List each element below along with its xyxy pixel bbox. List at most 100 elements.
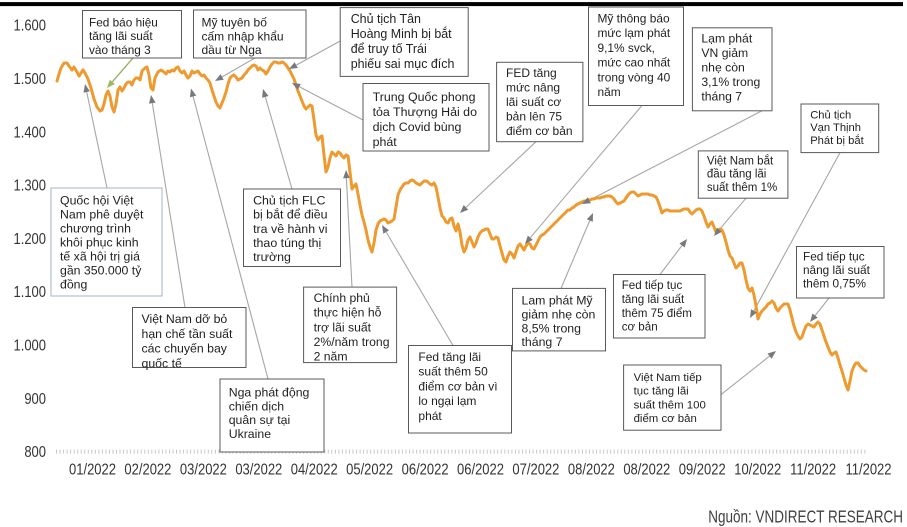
svg-text:Hoàng Minh bị bắt: Hoàng Minh bị bắt [351,26,452,41]
svg-text:1.200: 1.200 [13,231,46,248]
svg-text:mức cao nhất: mức cao nhất [598,56,671,70]
svg-text:08/2022: 08/2022 [623,461,670,478]
svg-text:1.300: 1.300 [13,178,46,195]
svg-text:mức lạm phát: mức lạm phát [598,26,671,40]
svg-text:Việt Nam dỡ bỏ: Việt Nam dỡ bỏ [142,312,228,326]
svg-text:hạn chế tần suất: hạn chế tần suất [142,327,234,341]
svg-text:3,1% trong: 3,1% trong [701,75,760,89]
svg-text:Chính phủ: Chính phủ [314,291,370,305]
svg-text:Ukraine: Ukraine [229,427,272,441]
svg-text:suất thêm 100: suất thêm 100 [634,399,706,411]
svg-text:chương trình: chương trình [60,222,131,236]
svg-text:vào tháng 3: vào tháng 3 [89,43,151,57]
svg-text:Vạn Thịnh: Vạn Thịnh [810,122,861,134]
svg-text:tháng 7: tháng 7 [701,89,742,103]
svg-text:quốc tế: quốc tế [142,356,182,370]
svg-text:Lam phát Mỹ: Lam phát Mỹ [522,294,594,308]
svg-text:điểm cơ bản: điểm cơ bản [506,124,573,138]
svg-text:suất thêm 1%: suất thêm 1% [707,182,777,194]
svg-text:tế xã hội trị giá: tế xã hội trị giá [60,250,140,264]
svg-text:9,1% svck,: 9,1% svck, [598,41,656,55]
svg-text:11/2022: 11/2022 [790,461,836,478]
svg-text:Fed tiếp tục: Fed tiếp tục [803,249,865,263]
svg-text:Chủ tịch FLC: Chủ tịch FLC [253,193,325,207]
svg-text:giảm nhẹ còn: giảm nhẹ còn [522,307,596,321]
svg-text:Fed tiếp tục: Fed tiếp tục [622,279,683,292]
svg-text:Việt Nam tiếp: Việt Nam tiếp [634,372,702,384]
svg-text:phát: phát [418,409,442,423]
svg-text:01/2022: 01/2022 [69,461,116,478]
svg-text:bị bắt để điều: bị bắt để điều [253,207,328,222]
svg-text:thao túng thị: thao túng thị [253,236,321,250]
svg-text:VN giảm: VN giảm [701,46,748,60]
svg-text:1.100: 1.100 [13,284,46,301]
svg-text:đầu tăng lãi: đầu tăng lãi [707,169,766,181]
svg-text:02/2022: 02/2022 [124,461,171,478]
svg-text:quân sự tại: quân sự tại [229,413,291,427]
svg-text:Chủ tịch: Chủ tịch [810,110,851,122]
svg-text:phiếu sai mục đích: phiếu sai mục đích [351,57,455,71]
svg-text:trợ lãi suất: trợ lãi suất [314,320,372,334]
svg-text:cơ bản: cơ bản [622,321,658,334]
svg-text:05/2022: 05/2022 [346,461,393,478]
svg-text:08/2022: 08/2022 [568,461,615,478]
svg-text:1.000: 1.000 [13,337,46,354]
svg-text:FED tăng: FED tăng [506,66,557,80]
svg-text:suất thêm 50: suất thêm 50 [418,365,488,379]
svg-text:900: 900 [24,391,46,408]
svg-text:mức nâng: mức nâng [506,80,560,94]
svg-text:Nguồn: VNDIRECT RESEARCH: Nguồn: VNDIRECT RESEARCH [708,508,903,527]
svg-text:trường: trường [253,250,291,264]
svg-text:1.500: 1.500 [13,71,46,88]
svg-text:06/2022: 06/2022 [457,461,504,478]
svg-text:8,5% trong: 8,5% trong [522,321,582,335]
svg-text:Nam phê duyệt: Nam phê duyệt [60,208,144,222]
svg-text:tra về hành vi: tra về hành vi [253,222,327,236]
svg-text:07/2022: 07/2022 [512,461,559,478]
svg-text:Nga phát động: Nga phát động [229,386,310,400]
svg-text:Fed tăng lãi: Fed tăng lãi [418,350,481,364]
svg-text:03/2022: 03/2022 [235,461,282,478]
svg-text:thực hiện hỗ: thực hiện hỗ [314,305,382,320]
svg-text:1.400: 1.400 [13,124,46,141]
svg-text:năm: năm [598,85,621,99]
svg-text:khôi phục kinh: khôi phục kinh [60,236,139,250]
svg-text:đồng: đồng [60,278,88,292]
svg-text:nhẹ còn: nhẹ còn [701,60,744,74]
svg-text:800: 800 [24,444,46,461]
svg-text:điểm cơ bản vì: điểm cơ bản vì [418,379,497,393]
svg-text:Mỹ tuyên bố: Mỹ tuyên bố [202,16,268,30]
svg-text:2 năm: 2 năm [314,350,348,364]
svg-text:chiến dịch: chiến dịch [229,399,285,413]
svg-text:tỏa Thượng Hải do: tỏa Thượng Hải do [373,105,477,119]
svg-text:Quốc hội Việt: Quốc hội Việt [60,194,134,208]
svg-text:tăng lãi suất: tăng lãi suất [89,29,153,43]
svg-text:tăng lãi suất: tăng lãi suất [622,293,685,306]
svg-text:10/2022: 10/2022 [734,461,781,478]
svg-text:phát: phát [373,135,398,149]
svg-text:các chuyến bay: các chuyến bay [142,342,228,356]
svg-text:cấm nhập khẩu: cấm nhập khẩu [202,29,284,43]
svg-text:tục tăng lãi: tục tăng lãi [634,386,689,398]
svg-text:11/2022: 11/2022 [846,461,892,478]
svg-text:thêm 0,75%: thêm 0,75% [803,277,866,291]
svg-text:06/2022: 06/2022 [402,461,449,478]
svg-text:03/2022: 03/2022 [180,461,227,478]
svg-text:lo ngại lạm: lo ngại lạm [418,394,476,408]
svg-text:điểm cơ bản: điểm cơ bản [634,413,697,425]
svg-text:Fed báo hiệu: Fed báo hiệu [89,16,158,30]
svg-text:trong vòng 40: trong vòng 40 [598,70,671,84]
svg-text:1.600: 1.600 [13,18,46,35]
svg-text:thêm 75 điểm: thêm 75 điểm [622,307,692,320]
svg-text:bản lên 75: bản lên 75 [506,110,562,124]
svg-text:tháng 7: tháng 7 [522,335,563,349]
svg-text:Mỹ thông báo: Mỹ thông báo [598,12,670,26]
svg-text:dịch Covid bùng: dịch Covid bùng [373,120,462,134]
svg-text:nâng lãi suất: nâng lãi suất [803,263,871,277]
svg-text:Trung Quốc phong: Trung Quốc phong [373,90,476,104]
svg-text:04/2022: 04/2022 [291,461,338,478]
svg-text:Việt Nam bắt: Việt Nam bắt [707,154,774,167]
svg-text:để truy tố Trái: để truy tố Trái [351,42,427,56]
svg-text:dầu từ Nga: dầu từ Nga [202,43,262,57]
svg-text:Chủ tịch Tân: Chủ tịch Tân [351,12,421,26]
